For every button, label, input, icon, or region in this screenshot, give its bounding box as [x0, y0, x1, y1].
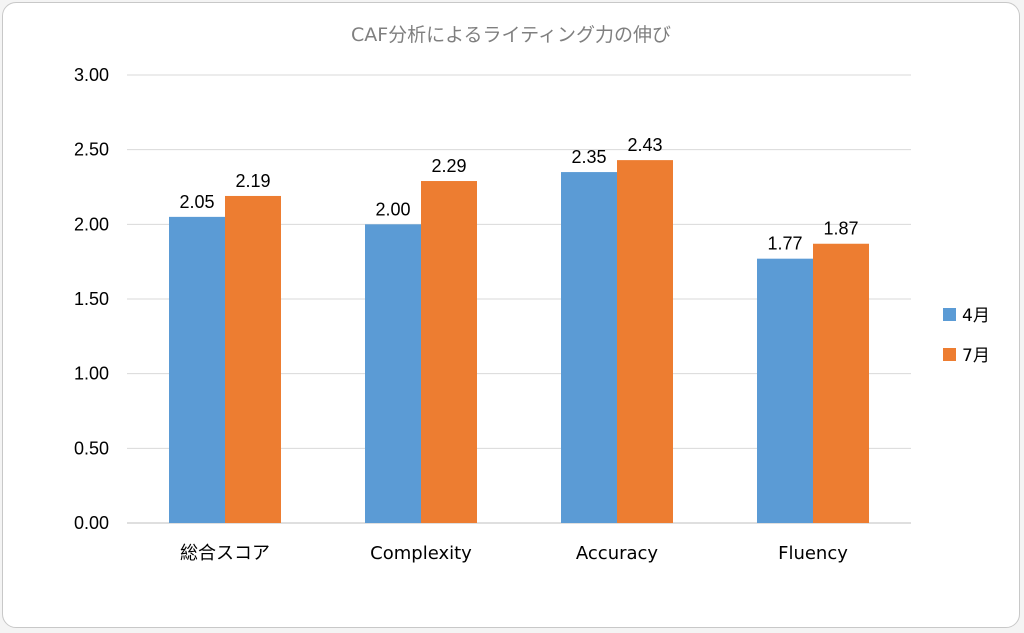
- bar-1-4: [757, 258, 813, 523]
- data-label: 2.43: [627, 135, 662, 155]
- x-tick-label: 総合スコア: [180, 543, 270, 564]
- data-label: 2.00: [375, 199, 410, 219]
- y-tick-label: 1.50: [74, 289, 109, 309]
- x-tick-label: Complexity: [370, 543, 472, 564]
- x-tick-label: Accuracy: [576, 543, 659, 564]
- legend-swatch: [943, 308, 956, 321]
- y-tick-label: 2.50: [74, 140, 109, 160]
- data-label: 2.19: [235, 171, 270, 191]
- bar-1-3: [561, 172, 617, 524]
- data-label: 1.87: [823, 219, 858, 239]
- legend: 4月 7月: [943, 306, 990, 366]
- legend-swatch: [943, 348, 956, 361]
- chart-title: CAF分析によるライティング力の伸び: [351, 24, 671, 46]
- bar-2-1: [225, 195, 281, 523]
- bar-2-2: [421, 181, 477, 523]
- legend-label: 7月: [962, 346, 990, 366]
- legend-label: 4月: [962, 306, 990, 326]
- bar-chart: CAF分析によるライティング力の伸び 0.000.501.001.502.002…: [74, 24, 990, 564]
- bar-1-1: [169, 216, 225, 523]
- data-labels: 2.05 2.19 2.00 2.29 2.35 2.43 1.77 1.87: [179, 135, 858, 254]
- data-label: 2.05: [179, 192, 214, 212]
- data-label: 2.35: [571, 147, 606, 167]
- y-tick-label: 0.50: [74, 438, 109, 458]
- x-axis-ticks: 総合スコア Complexity Accuracy Fluency: [180, 543, 848, 564]
- y-tick-label: 1.00: [74, 364, 109, 384]
- y-tick-label: 3.00: [74, 65, 109, 85]
- bar-1-2: [365, 224, 421, 524]
- bar-2-4: [813, 243, 869, 523]
- y-tick-label: 0.00: [74, 513, 109, 533]
- x-tick-label: Fluency: [778, 543, 848, 564]
- bar-2-3: [617, 160, 673, 523]
- bars: [169, 160, 869, 524]
- data-label: 1.77: [767, 234, 802, 254]
- y-axis-ticks: 0.00 0.50 1.00 1.50 2.00 2.50 3.00: [74, 65, 109, 533]
- y-tick-label: 2.00: [74, 214, 109, 234]
- data-label: 2.29: [431, 156, 466, 176]
